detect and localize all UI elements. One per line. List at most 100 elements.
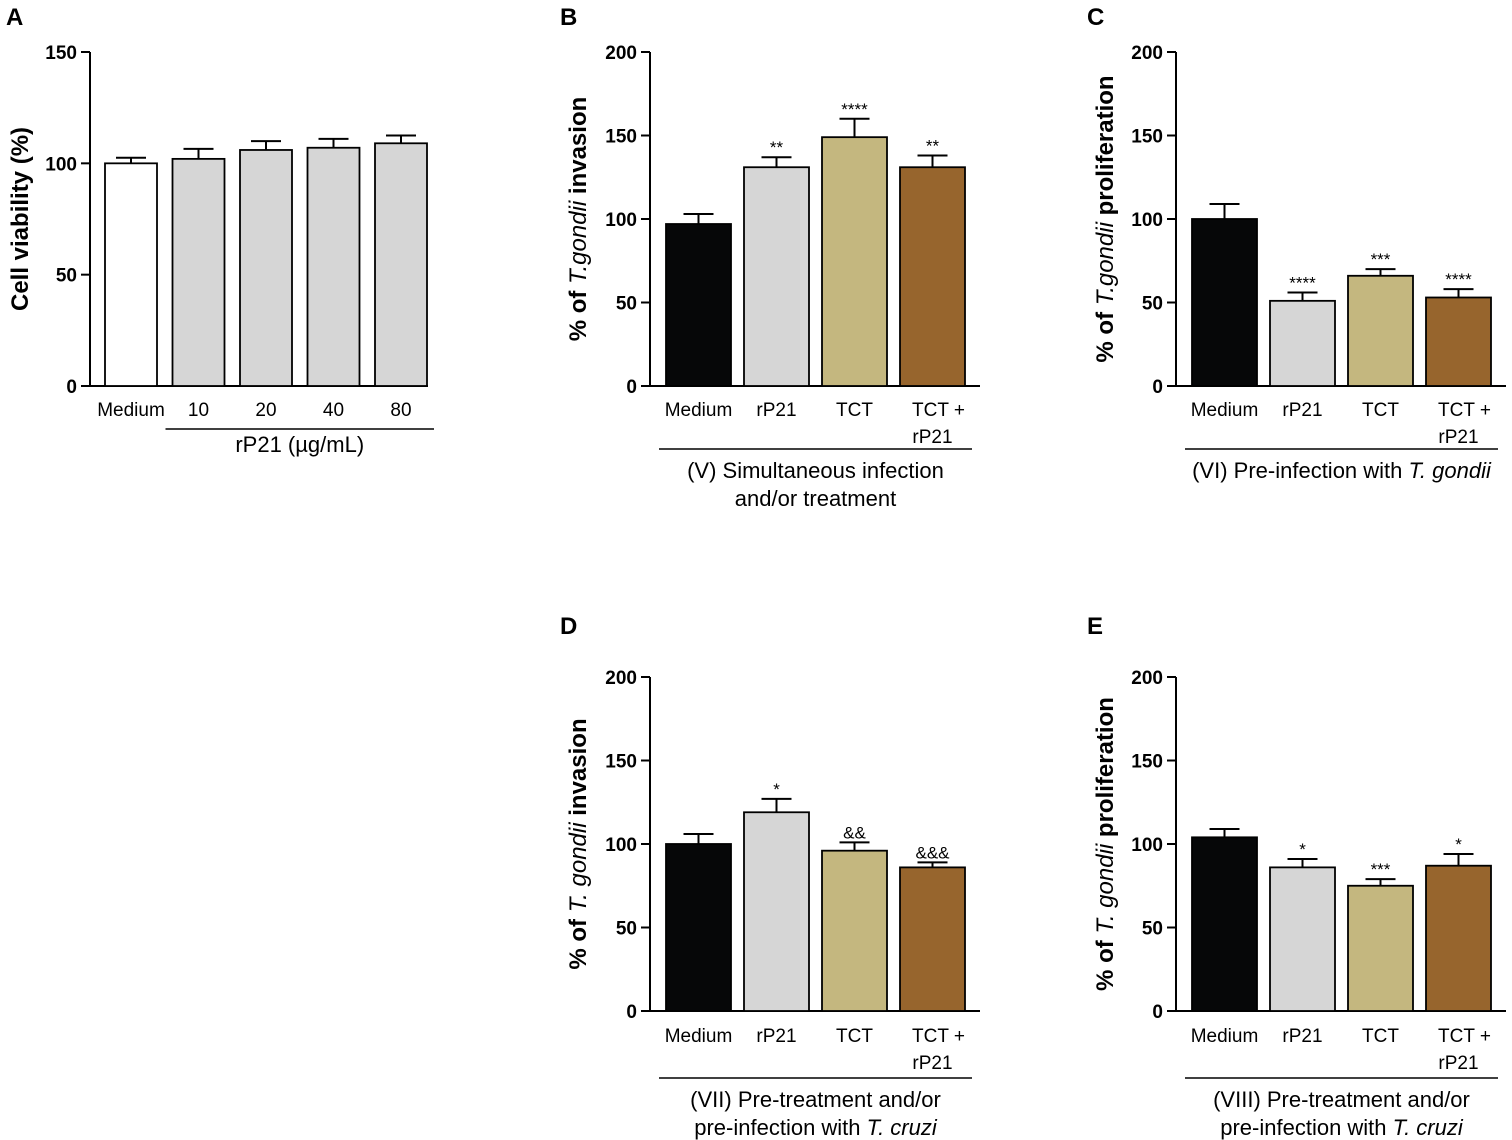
bar	[899, 166, 966, 387]
y-axis-label: % of T.gondii proliferation	[1092, 75, 1119, 362]
y-axis-label: % of T. gondii invasion	[565, 718, 592, 969]
category-label: rP21	[1282, 1026, 1322, 1047]
y-tick-label: 50	[1142, 919, 1163, 940]
y-tick-label: 200	[605, 43, 637, 64]
y-tick-label: 50	[56, 266, 77, 287]
category-label: TCT	[836, 1026, 873, 1047]
bar	[374, 142, 428, 387]
category-label: Medium	[1191, 1026, 1259, 1047]
significance-label: &&&	[915, 843, 950, 862]
category-label: Medium	[1191, 400, 1259, 421]
y-tick-label: 0	[66, 377, 77, 398]
y-tick-label: 150	[605, 127, 637, 148]
y-tick-label: 0	[1152, 377, 1163, 398]
chart-panel-b: B 0 50 100 150 200 % of T.gondii invasion Mediu…	[560, 4, 980, 511]
significance-label: ****	[1445, 270, 1472, 289]
bar	[1425, 296, 1492, 387]
panel-letter: E	[1087, 613, 1103, 640]
category-label: TCT	[836, 400, 873, 421]
group-label: (V) Simultaneous infection	[687, 458, 944, 483]
bar	[821, 136, 888, 387]
bar	[1347, 274, 1414, 387]
category-label: TCT +	[912, 1026, 965, 1047]
bar	[665, 223, 732, 387]
category-label: rP21	[912, 1053, 952, 1074]
bar	[899, 866, 966, 1012]
y-tick-label: 100	[605, 835, 637, 856]
category-label: TCT +	[1438, 400, 1491, 421]
category-label: rP21	[756, 1026, 796, 1047]
bar	[665, 843, 732, 1012]
chart-panel-d: D 0 50 100 150 200 % of T. gondii invasion Medi…	[560, 613, 980, 1140]
group-label: (VI) Pre-infection with T. gondii	[1192, 458, 1492, 483]
y-tick-label: 100	[605, 210, 637, 231]
y-tick-label: 200	[605, 668, 637, 689]
group-label: rP21 (µg/mL)	[235, 432, 364, 457]
significance-label: ****	[1289, 273, 1316, 292]
y-tick-label: 50	[616, 919, 637, 940]
y-tick-label: 100	[1131, 835, 1163, 856]
category-label: 20	[255, 400, 276, 421]
chart-panel-a: A 0 50 100 150 Cell viability (%) Medium 10 20 40…	[6, 4, 434, 457]
bar	[306, 146, 361, 387]
significance-label: &&	[843, 823, 866, 842]
group-label: pre-infection with T. cruzi	[1220, 1115, 1464, 1140]
category-label: Medium	[665, 400, 733, 421]
category-label: rP21	[1438, 427, 1478, 448]
significance-label: *	[773, 780, 780, 799]
bar	[1269, 866, 1336, 1012]
y-axis-label: Cell viability (%)	[7, 127, 34, 311]
bar	[821, 849, 888, 1012]
significance-label: **	[770, 138, 784, 157]
category-label: TCT	[1362, 1026, 1399, 1047]
y-axis-label: % of T.gondii invasion	[565, 97, 592, 342]
y-tick-label: 200	[1131, 43, 1163, 64]
category-label: TCT +	[1438, 1026, 1491, 1047]
y-tick-label: 0	[1152, 1002, 1163, 1023]
bar	[1191, 836, 1258, 1012]
category-label: 80	[390, 400, 411, 421]
category-label: 40	[323, 400, 344, 421]
bar	[1347, 884, 1414, 1012]
group-label: and/or treatment	[735, 486, 896, 511]
significance-label: *	[1455, 835, 1462, 854]
category-label: Medium	[665, 1026, 733, 1047]
significance-label: ***	[1371, 860, 1391, 879]
chart-panel-e: E 0 50 100 150 200 % of T. gondii proliferatio…	[1087, 613, 1506, 1140]
y-tick-label: 150	[1131, 127, 1163, 148]
y-tick-label: 100	[1131, 210, 1163, 231]
panel-letter: B	[560, 4, 577, 31]
category-label: rP21	[756, 400, 796, 421]
bar	[1425, 864, 1492, 1012]
category-label: rP21	[1282, 400, 1322, 421]
category-label: Medium	[97, 400, 165, 421]
group-label: (VIII) Pre-treatment and/or	[1213, 1087, 1470, 1112]
category-label: 10	[188, 400, 209, 421]
significance-label: **	[926, 137, 940, 156]
bar	[239, 149, 293, 387]
significance-label: ***	[1371, 250, 1391, 269]
bar	[743, 166, 810, 387]
y-tick-label: 0	[626, 1002, 637, 1023]
bar	[104, 162, 158, 387]
bar	[743, 811, 810, 1012]
group-label: (VII) Pre-treatment and/or	[690, 1087, 941, 1112]
y-tick-label: 50	[1142, 294, 1163, 315]
y-tick-label: 150	[605, 752, 637, 773]
y-tick-label: 150	[1131, 752, 1163, 773]
y-axis-label: % of T. gondii proliferation	[1092, 697, 1119, 991]
panel-letter: A	[6, 4, 23, 31]
bar	[1269, 299, 1336, 387]
category-label: rP21	[1438, 1053, 1478, 1074]
y-tick-label: 50	[616, 294, 637, 315]
significance-label: *	[1299, 840, 1306, 859]
chart-panel-c: C 0 50 100 150 200 % of T.gondii proliferation…	[1087, 4, 1506, 483]
y-tick-label: 200	[1131, 668, 1163, 689]
category-label: TCT	[1362, 400, 1399, 421]
group-label: pre-infection with T. cruzi	[694, 1115, 938, 1140]
panel-letter: D	[560, 613, 577, 640]
panel-letter: C	[1087, 4, 1104, 31]
bar	[171, 157, 226, 387]
bar	[1191, 218, 1258, 387]
